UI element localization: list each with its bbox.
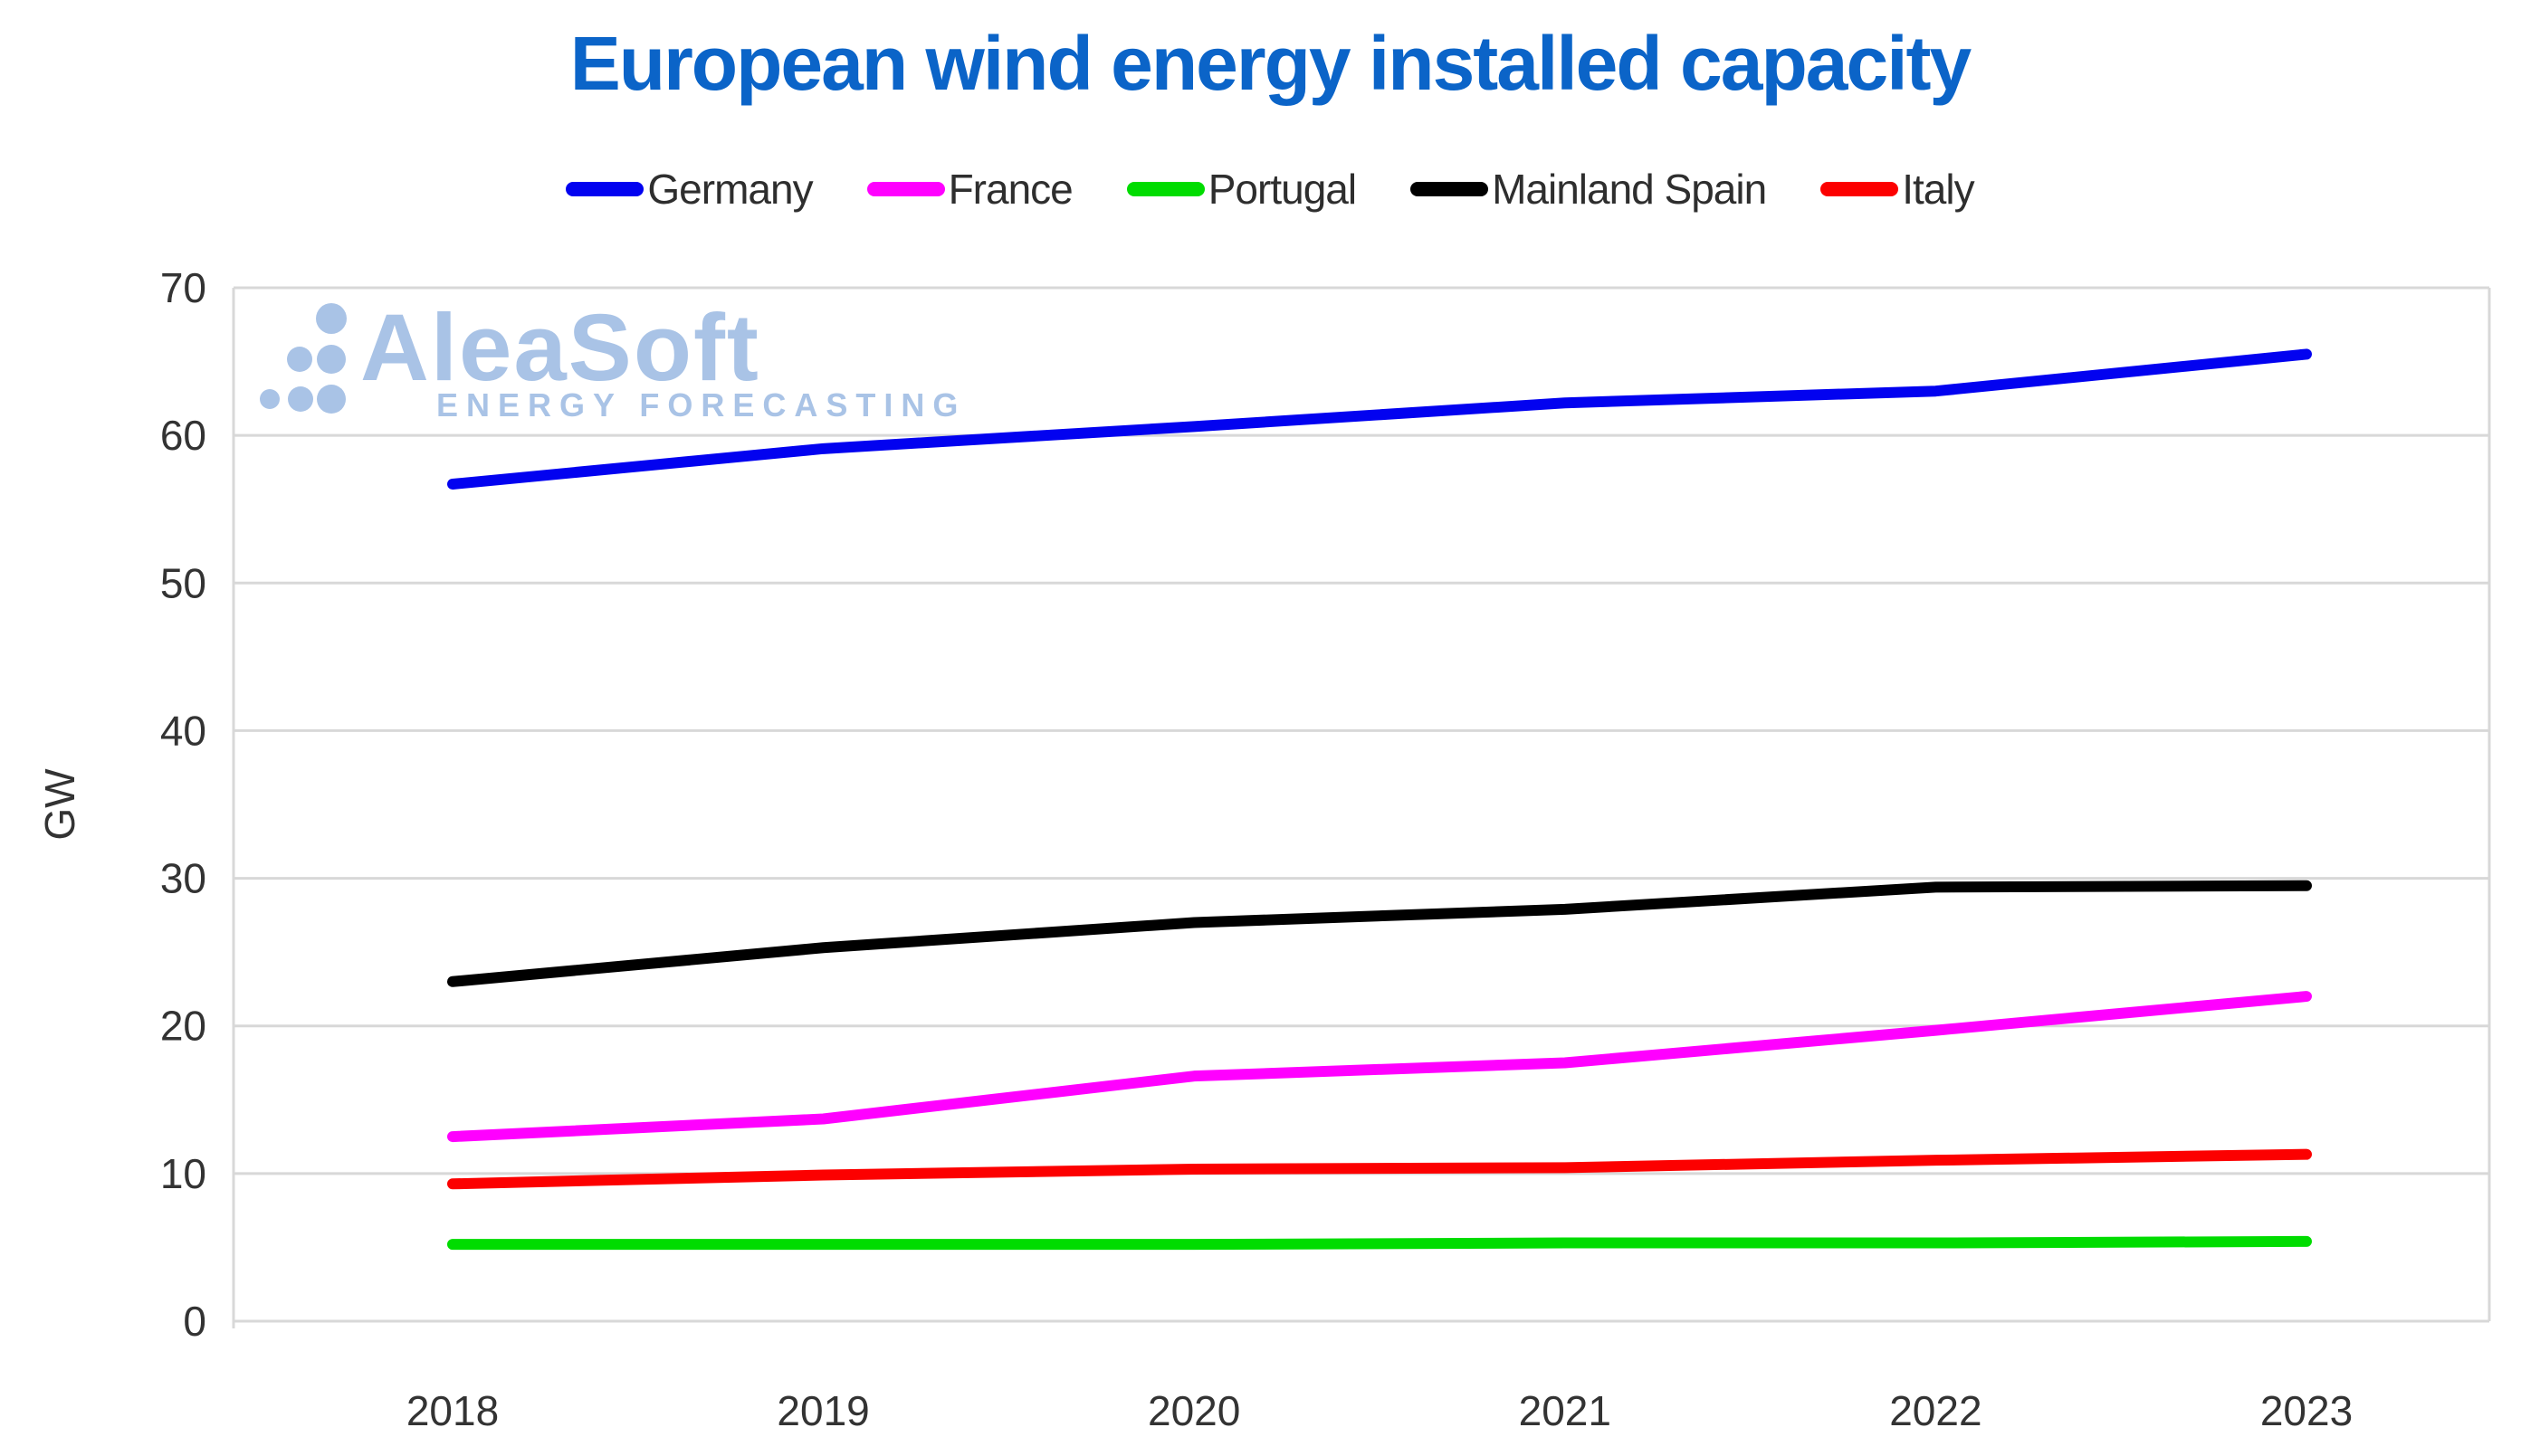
x-axis-ticks: 2018 2019 2020 2021 2022 2023: [406, 1387, 2353, 1434]
x-tick-label: 2018: [406, 1387, 499, 1434]
legend-swatch-germany: [566, 182, 645, 196]
legend-label-mainland-spain: Mainland Spain: [1492, 166, 1767, 213]
watermark-brand: AleaSoft: [360, 295, 760, 401]
y-tick-label: 60: [160, 412, 206, 459]
y-axis-ticks: 70 60 50 40 30 20 10 0: [160, 264, 206, 1345]
series-lines: [447, 348, 2312, 1251]
series-line-mainland-spain: [447, 880, 2312, 987]
legend-item-germany: Germany: [566, 165, 814, 214]
y-tick-label: 50: [160, 559, 206, 606]
series-line-france: [447, 991, 2312, 1143]
y-axis-title: GW: [36, 768, 83, 841]
legend-label-portugal: Portugal: [1208, 166, 1357, 213]
legend-item-mainland-spain: Mainland Spain: [1410, 165, 1767, 214]
gridlines: [232, 286, 2491, 1328]
aleasoft-logo-dots-icon: [260, 303, 347, 414]
legend-item-france: France: [866, 165, 1074, 214]
aleasoft-watermark: AleaSoft ENERGY FORECASTING: [260, 295, 966, 423]
y-tick-label: 20: [160, 1003, 206, 1050]
legend-label-france: France: [948, 166, 1074, 213]
legend-label-italy: Italy: [1902, 166, 1974, 213]
y-tick-label: 10: [160, 1150, 206, 1197]
y-tick-label: 0: [183, 1298, 206, 1345]
y-tick-label: 30: [160, 855, 206, 902]
legend-label-germany: Germany: [647, 166, 813, 213]
series-line-italy: [447, 1148, 2312, 1190]
x-tick-label: 2022: [1889, 1387, 1981, 1434]
series-line-germany: [447, 348, 2312, 490]
chart-title: European wind energy installed capacity: [569, 21, 1972, 106]
y-tick-label: 40: [160, 707, 206, 754]
series-line-portugal: [447, 1235, 2312, 1251]
watermark-subtitle: ENERGY FORECASTING: [436, 386, 966, 423]
legend-swatch-mainland-spain: [1410, 182, 1489, 196]
legend-swatch-portugal: [1126, 182, 1205, 196]
chart-legend: Germany France Portugal Mainland Spain I…: [0, 165, 2540, 214]
x-tick-label: 2019: [777, 1387, 869, 1434]
x-tick-label: 2020: [1148, 1387, 1240, 1434]
legend-swatch-france: [866, 182, 945, 196]
legend-item-italy: Italy: [1820, 165, 1975, 214]
y-tick-label: 70: [160, 264, 206, 311]
legend-item-portugal: Portugal: [1126, 165, 1357, 214]
legend-swatch-italy: [1820, 182, 1899, 196]
x-tick-label: 2021: [1519, 1387, 1611, 1434]
x-tick-label: 2023: [2260, 1387, 2353, 1434]
